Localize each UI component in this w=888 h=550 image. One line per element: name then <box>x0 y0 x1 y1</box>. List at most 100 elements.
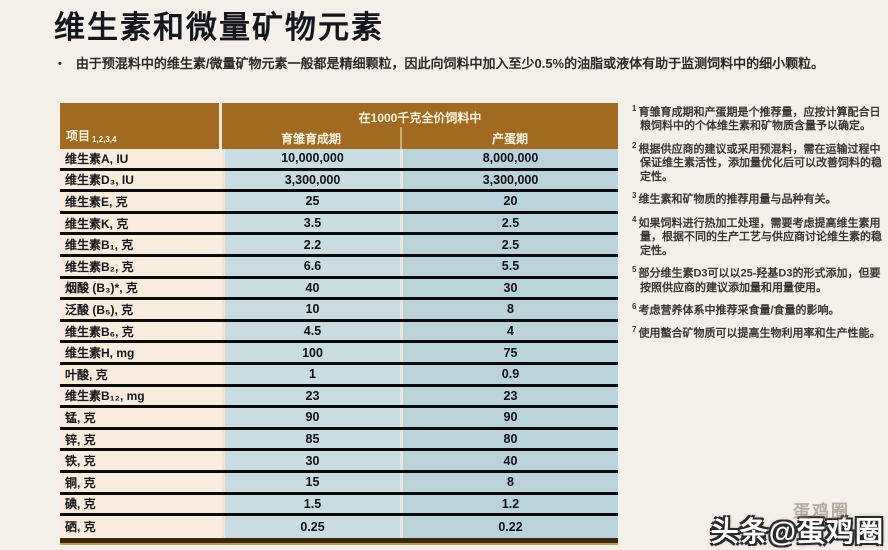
footnote: 2 根据供应商的建议或采用预混料，需在运输过程中保证维生素活性，添加量优化后可以改… <box>632 141 884 185</box>
cell-laying-value: 8 <box>400 300 618 319</box>
cell-laying-value: 4 <box>400 321 618 341</box>
table-row: 碘, 克 1.5 1.2 <box>60 494 618 517</box>
cell-item-label: 叶酸, 克 <box>60 364 222 384</box>
footnote-text: 如果饲料进行热加工处理，需要考虑提高维生素用量，根据不同的生产工艺与供应商讨论维… <box>638 217 882 257</box>
footnote-marker: 7 <box>632 325 637 335</box>
cell-item-label: 维生素D₃, IU <box>60 170 222 190</box>
table-row: 硒, 克 0.25 0.22 <box>60 516 618 538</box>
footnotes: 1 育雏育成期和产蛋期是个推荐量，应按计算配合日粮饲料中的个体维生素和矿物质含量予… <box>632 104 884 349</box>
page-title: 维生素和微量矿物元素 <box>54 10 384 45</box>
footnote: 7 使用螯合矿物质可以提高生物利用率和生产性能。 <box>632 325 884 341</box>
table-row: 维生素A, IU 10,000,000 8,000,000 <box>60 149 618 171</box>
table-row: 维生素H, mg 100 75 <box>60 343 618 365</box>
cell-rearing-value: 90 <box>222 408 400 427</box>
cell-item-label: 维生素E, 克 <box>60 192 222 211</box>
footnote-text: 育雏育成期和产蛋期是个推荐量，应按计算配合日粮饲料中的个体维生素和矿物质含量予以… <box>638 106 881 133</box>
cell-laying-value: 20 <box>400 192 618 211</box>
cell-laying-value: 2.5 <box>400 213 618 233</box>
table-row: 维生素B₂, 克 6.6 5.5 <box>60 256 618 279</box>
cell-rearing-value: 23 <box>222 386 400 406</box>
table-row: 维生素E, 克 25 20 <box>60 192 618 214</box>
cell-laying-value: 90 <box>400 408 618 427</box>
column-header-item: 项目 1,2,3,4 <box>60 103 222 149</box>
table-row: 维生素B₁₂, mg 23 23 <box>60 386 618 409</box>
footnote-marker: 2 <box>632 140 637 150</box>
footnote: 1 育雏育成期和产蛋期是个推荐量，应按计算配合日粮饲料中的个体维生素和矿物质含量予… <box>632 104 884 134</box>
cell-rearing-value: 3,300,000 <box>222 170 400 190</box>
cell-item-label: 烟酸 (B₃)*, 克 <box>60 278 222 298</box>
table-row: 铁, 克 30 40 <box>60 451 618 473</box>
cell-item-label: 泛酸 (B₅), 克 <box>60 300 222 319</box>
table-row: 泛酸 (B₅), 克 10 8 <box>60 300 618 322</box>
cell-item-label: 维生素B₁₂, mg <box>60 386 222 406</box>
cell-laying-value: 1.2 <box>400 494 618 514</box>
cell-rearing-value: 6.6 <box>222 256 400 276</box>
cell-item-label: 维生素B₂, 克 <box>60 256 222 276</box>
footnote-text: 根据供应商的建议或采用预混料，需在运输过程中保证维生素活性，添加量优化后可以改善… <box>638 143 882 183</box>
cell-item-label: 碘, 克 <box>60 494 222 514</box>
cell-item-label: 硒, 克 <box>60 516 222 538</box>
cell-laying-value: 0.22 <box>400 516 618 538</box>
table-row: 维生素K, 克 3.5 2.5 <box>60 213 618 236</box>
cell-rearing-value: 1.5 <box>222 494 400 514</box>
cell-item-label: 铁, 克 <box>60 451 222 470</box>
column-header-rearing: 育雏育成期 <box>280 131 341 146</box>
cell-laying-value: 80 <box>400 429 618 449</box>
cell-rearing-value: 100 <box>222 343 400 362</box>
cell-rearing-value: 10 <box>222 300 400 319</box>
footnote-marker: 5 <box>632 265 637 275</box>
cell-rearing-value: 4.5 <box>222 321 400 341</box>
footnote-marker: 4 <box>632 214 637 224</box>
cell-rearing-value: 3.5 <box>222 213 400 233</box>
cell-rearing-value: 40 <box>222 278 400 298</box>
cell-item-label: 维生素H, mg <box>60 343 222 362</box>
cell-laying-value: 0.9 <box>400 364 618 384</box>
footnote: 3 维生素和矿物质的推荐用量与品种有关。 <box>632 191 884 207</box>
footnote-marker: 6 <box>632 302 637 312</box>
footnote-marker: 1 <box>632 104 637 113</box>
table-body: 维生素A, IU 10,000,000 8,000,000 维生素D₃, IU 3,30… <box>60 149 618 538</box>
cell-item-label: 维生素K, 克 <box>60 213 222 233</box>
footnote-text: 考虑营养体系中推荐采食量/食量的影响。 <box>638 304 840 317</box>
table-header: 项目 1,2,3,4 在1000千克全价饲料中 育雏育成期 产蛋期 <box>60 103 618 149</box>
table-row: 叶酸, 克 1 0.9 <box>60 364 618 387</box>
intro-note-text: 由于预混料中的维生素/微量矿物元素一般都是精细颗粒，因此向饲料中加入至少0.5%… <box>75 56 825 71</box>
cell-rearing-value: 10,000,000 <box>222 149 400 168</box>
table-row: 铜, 克 15 8 <box>60 472 618 495</box>
watermark: 蛋鸡圈 头条@蛋鸡圈 <box>710 502 884 550</box>
cell-rearing-value: 15 <box>222 472 400 492</box>
cell-item-label: 铜, 克 <box>60 472 222 492</box>
table-row: 锰, 克 90 90 <box>60 408 618 430</box>
bullet-icon: • <box>58 58 62 70</box>
column-header-item-label: 项目 <box>66 129 91 143</box>
table-row: 维生素B₆, 克 4.5 4 <box>60 321 618 344</box>
column-header-laying: 产蛋期 <box>400 127 618 149</box>
cell-rearing-value: 30 <box>222 451 400 470</box>
cell-item-label: 锌, 克 <box>60 429 222 449</box>
footnote: 6 考虑营养体系中推荐采食量/食量的影响。 <box>632 302 884 318</box>
table-bottom-bar <box>60 537 618 545</box>
watermark-ghost-text: 蛋鸡圈 <box>793 502 850 521</box>
table-row: 维生素D₃, IU 3,300,000 3,300,000 <box>60 170 618 193</box>
cell-laying-value: 40 <box>400 451 618 470</box>
table-row: 锌, 克 85 80 <box>60 429 618 452</box>
footnote-text: 维生素和矿物质的推荐用量与品种有关。 <box>638 194 837 207</box>
cell-item-label: 维生素A, IU <box>60 149 222 168</box>
cell-rearing-value: 0.25 <box>222 516 400 538</box>
footnote-text: 使用螯合矿物质可以提高生物利用率和生产性能。 <box>638 328 881 341</box>
cell-laying-value: 5.5 <box>400 256 618 276</box>
watermark-main-text: 头条@蛋鸡圈 <box>710 516 884 547</box>
column-header-span: 在1000千克全价饲料中 <box>358 111 482 125</box>
cell-item-label: 维生素B₆, 克 <box>60 321 222 341</box>
table-row: 维生素B₁, 克 2.2 2.5 <box>60 235 618 257</box>
cell-laying-value: 3,300,000 <box>400 170 618 190</box>
cell-item-label: 锰, 克 <box>60 408 222 427</box>
cell-rearing-value: 25 <box>222 192 400 211</box>
column-header-item-sup: 1,2,3,4 <box>92 135 117 144</box>
cell-laying-value: 30 <box>400 278 618 298</box>
cell-rearing-value: 85 <box>222 429 400 449</box>
cell-rearing-value: 2.2 <box>222 235 400 254</box>
footnote-text: 部分维生素D3可以以25-羟基D3的形式添加，但要按照供应商的建议添加量和用量使… <box>638 267 881 294</box>
nutrient-table: 项目 1,2,3,4 在1000千克全价饲料中 育雏育成期 产蛋期 维生素A, I… <box>60 103 618 545</box>
